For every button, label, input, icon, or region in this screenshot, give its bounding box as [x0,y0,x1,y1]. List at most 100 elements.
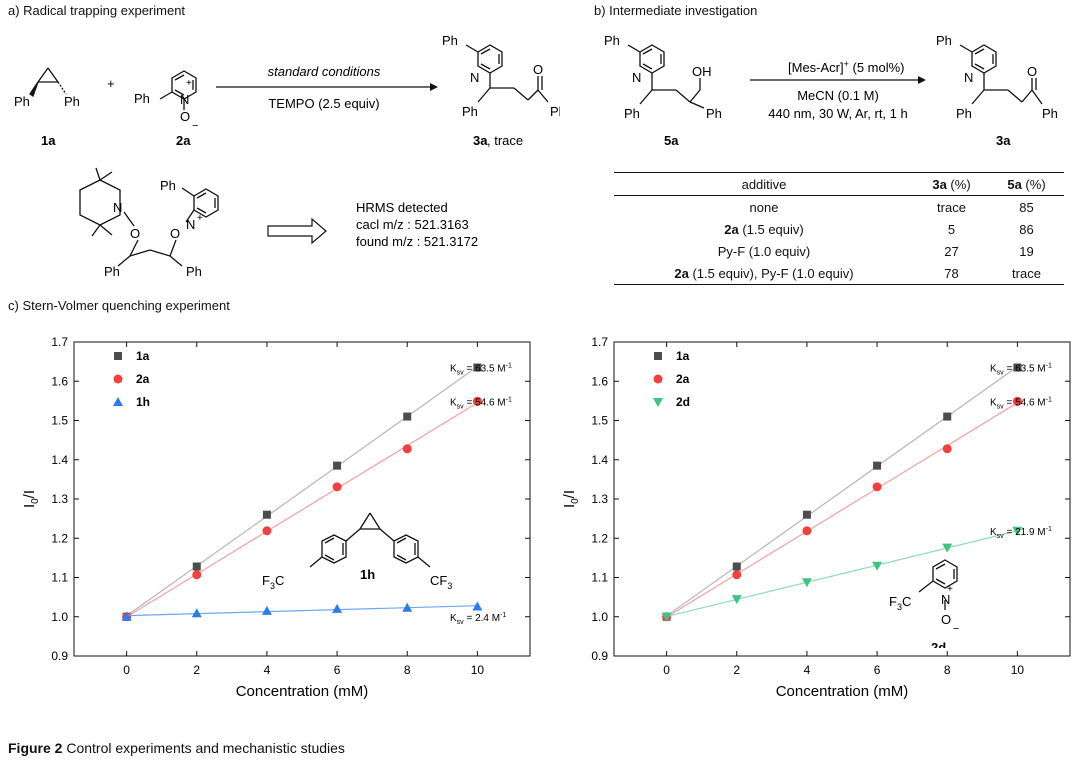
figure-caption: Figure 2 Control experiments and mechani… [8,740,345,756]
ksv-annotation: Ksv = 63.5 M-1 [450,363,512,377]
x-axis-label: Concentration (mM) [236,683,369,700]
data-point [873,461,882,470]
data-point [872,482,882,492]
cell-additive: 2a (1.5 equiv), Py-F (1.0 equiv) [674,265,854,281]
condition-catalyst: [Mes-Acr]+ (5 mol%) [788,59,905,75]
ksv-annotation: Ksv = 63.5 M-1 [990,363,1052,377]
x-tick-label: 4 [804,663,811,677]
ph-label: Ph [624,106,640,121]
cf3-label: F3C [262,573,284,591]
ph-label: Ph [604,33,620,48]
table-header-row: additive 3a (%) 5a (%) [614,173,1064,196]
data-point [732,562,741,571]
cell-additive: 2a (1.5 equiv) [724,221,804,237]
ph-label: Ph [186,264,202,279]
cell-3a: 78 [944,265,959,281]
data-point [402,444,412,454]
y-tick-label: 1.3 [51,492,68,506]
ph-label: Ph [442,33,458,48]
y-tick-label: 1.0 [51,610,68,624]
y-tick-label: 1.2 [51,531,68,545]
plus-sign: + [107,76,115,91]
y-tick-label: 1.5 [591,414,608,428]
minus-charge: − [192,120,198,132]
ph-label: Ph [956,106,972,121]
compound-label-1a: 1a [41,133,56,148]
y-tick-label: 1.7 [51,335,68,349]
data-point [1012,526,1023,536]
plus-charge: + [186,78,192,89]
header-3a: 3a (%) [932,176,971,192]
ph-label: Ph [1042,106,1058,121]
series-2d: 2d Ksv = 21.9 M-1 [653,395,1052,622]
cell-5a: 85 [1019,199,1034,215]
fit-line [666,366,1018,617]
condition-tempo: TEMPO (2.5 equiv) [268,96,379,111]
reaction-arrow-head [918,76,926,84]
legend-marker [653,398,663,407]
reaction-arrow-head [430,83,438,91]
table-row: Py-F (1.0 equiv) 27 19 [614,240,1064,262]
cell-additive: none [749,199,779,215]
header-5a: 5a (%) [1007,176,1046,192]
y-tick-label: 1.5 [51,414,68,428]
x-tick-label: 8 [404,663,411,677]
compound-label-2d: 2d [931,640,946,648]
y-tick-label: 1.3 [591,492,608,506]
hydroxyl-label: OH [692,64,712,79]
minus-charge: − [953,623,959,635]
ksv-annotation: Ksv = 2.4 M-1 [450,612,506,626]
fit-line [126,366,478,617]
x-tick-label: 10 [1011,663,1025,677]
nitrogen-label: N [113,200,122,215]
condition-solvent: MeCN (0.1 M) [797,88,879,103]
hrms-found: found m/z : 521.3172 [356,234,478,249]
nitrogen-label: N [180,92,189,107]
data-point [942,444,952,454]
legend-label: 2a [676,372,690,386]
data-point [332,603,343,613]
ph-label: Ph [936,33,952,48]
data-point [262,526,272,536]
y-tick-label: 1.6 [51,374,68,388]
x-tick-label: 2 [733,663,740,677]
scheme-b: Ph N OH Ph Ph 5a [Mes-Acr]+ (5 mol%) MeC… [604,33,1058,148]
y-tick-label: 1.4 [591,453,608,467]
data-point [402,602,413,612]
y-tick-label: 1.6 [591,374,608,388]
legend-label: 2a [136,372,150,386]
ksv-annotation: Ksv = 54.6 M-1 [990,396,1052,410]
data-point [121,611,132,621]
oxygen-label: O [170,226,180,241]
data-point [732,570,742,580]
cyclopropane-1a-structure [29,67,67,98]
data-point [333,461,342,470]
data-point [802,526,812,536]
plot-area: 0.9 1.0 1.1 1.2 1.3 1.4 1.5 1.6 1.7 0 2 4 6 8 10 Concen… [21,335,531,700]
legend-marker [654,352,662,360]
nitrogen-label: N [470,70,479,85]
product-3a-structure [465,44,549,103]
data-point [801,578,812,588]
legend-marker [113,374,123,384]
cell-additive: Py-F (1.0 equiv) [717,243,811,259]
cell-3a: 5 [947,221,956,237]
cell-5a: 86 [1019,221,1034,237]
data-point [661,612,672,622]
data-point [473,363,482,372]
fit-line [666,530,1018,618]
cell-3a: 27 [944,243,959,259]
oxygen-label: O [180,109,190,124]
table-row: 2a (1.5 equiv), Py-F (1.0 equiv) 78 trac… [614,262,1064,285]
x-tick-label: 2 [193,663,200,677]
alcohol-5a-structure [627,44,705,109]
cell-5a: trace [1012,265,1041,281]
table-row: none trace 85 [614,196,1064,219]
compound-label-3a: 3a [996,133,1011,148]
plot-area: 0.9 1.0 1.1 1.2 1.3 1.4 1.5 1.6 1.7 0 2 4 6 8 10 Concen… [561,335,1071,700]
table-row: 2a (1.5 equiv) 5 86 [614,218,1064,240]
y-tick-label: 1.0 [591,610,608,624]
cf3-label: CF3 [430,573,452,591]
hrms-title: HRMS detected [356,200,448,215]
data-point [472,601,483,611]
